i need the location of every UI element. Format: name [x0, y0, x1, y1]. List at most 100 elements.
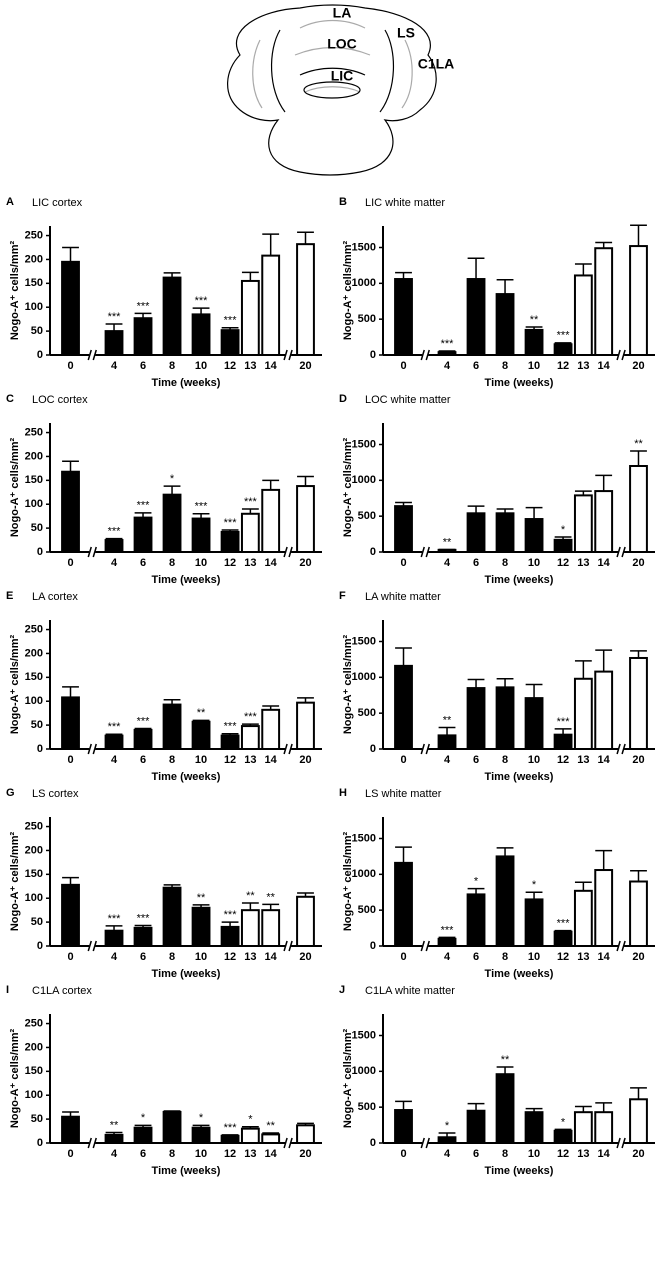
- panel-letter: J: [339, 984, 345, 996]
- axis-break: [618, 549, 625, 555]
- significance-label: ***: [441, 924, 455, 936]
- x-tick-label: 12: [557, 951, 569, 963]
- bar: [594, 869, 614, 947]
- significance-label: ***: [195, 295, 209, 307]
- panel-title: LS white matter: [365, 788, 442, 800]
- significance-label: ***: [137, 300, 151, 312]
- y-axis-label: Nogo-A⁺ cells/mm²: [342, 635, 354, 735]
- x-tick-label: 10: [528, 951, 540, 963]
- x-tick-label: 8: [502, 1148, 508, 1160]
- axis-break: [621, 546, 626, 558]
- bar: [261, 909, 281, 948]
- axis-break: [283, 940, 288, 952]
- y-axis-label: Nogo-A⁺ cells/mm²: [9, 635, 21, 735]
- axis-break: [616, 546, 621, 558]
- significance-label: ***: [224, 1122, 238, 1134]
- y-tick-label: 250: [25, 820, 43, 832]
- bar: [553, 733, 573, 751]
- axis-break: [616, 349, 621, 361]
- axis-break: [616, 1137, 621, 1149]
- panel-title: C1LA white matter: [365, 985, 455, 997]
- y-axis-label: Nogo-A⁺ cells/mm²: [342, 438, 354, 538]
- bar: [104, 539, 124, 553]
- bar: [394, 861, 413, 947]
- bar: [162, 493, 182, 553]
- fold: [299, 67, 366, 76]
- x-tick-label: 0: [400, 754, 406, 766]
- bar: [524, 1111, 544, 1145]
- brain-outline: [227, 4, 437, 176]
- x-tick-label: 8: [169, 557, 175, 569]
- bar: [133, 516, 153, 553]
- y-tick-label: 500: [358, 707, 376, 719]
- x-tick-label: 4: [111, 754, 118, 766]
- bar: [629, 656, 648, 751]
- x-tick-label: 20: [632, 754, 644, 766]
- bar: [553, 343, 573, 356]
- significance-label: ***: [244, 496, 258, 508]
- bar: [495, 1073, 515, 1144]
- axis-break: [422, 549, 429, 555]
- axis-break: [89, 352, 96, 358]
- x-tick-label: 14: [265, 1148, 278, 1160]
- y-tick-label: 100: [25, 695, 43, 707]
- x-tick-label: 12: [224, 557, 236, 569]
- x-tick-label: 20: [632, 951, 644, 963]
- y-tick-label: 200: [25, 253, 43, 265]
- y-tick-label: 200: [25, 647, 43, 659]
- x-tick-label: 12: [224, 1148, 236, 1160]
- axis-break: [285, 352, 292, 358]
- y-tick-label: 100: [25, 498, 43, 510]
- x-tick-label: 6: [140, 557, 146, 569]
- bar: [296, 243, 315, 356]
- x-axis-label: Time (weeks): [485, 771, 554, 783]
- axis-break: [618, 1140, 625, 1146]
- x-tick-label: 12: [557, 557, 569, 569]
- bar: [573, 677, 593, 750]
- axis-break: [422, 352, 429, 358]
- significance-label: ***: [224, 315, 238, 327]
- bar: [104, 734, 124, 750]
- bar: [240, 725, 260, 750]
- x-tick-label: 4: [111, 557, 118, 569]
- y-axis-label: Nogo-A⁺ cells/mm²: [9, 832, 21, 932]
- x-tick-label: 0: [400, 1148, 406, 1160]
- bar: [466, 278, 486, 356]
- bar: [495, 512, 515, 553]
- significance-label: *: [561, 1116, 566, 1128]
- x-tick-label: 20: [299, 754, 311, 766]
- bar: [629, 245, 648, 356]
- y-tick-label: 1500: [352, 635, 376, 647]
- significance-label: ***: [244, 711, 258, 723]
- region-label: LS: [397, 25, 415, 41]
- axis-break: [288, 743, 293, 755]
- y-tick-label: 50: [31, 522, 43, 534]
- y-tick-label: 50: [31, 916, 43, 928]
- significance-label: **: [266, 891, 275, 903]
- y-tick-label: 150: [25, 277, 43, 289]
- axis-break: [92, 546, 97, 558]
- x-tick-label: 14: [265, 951, 278, 963]
- x-tick-label: 12: [224, 951, 236, 963]
- significance-label: *: [445, 1120, 450, 1132]
- x-tick-label: 8: [502, 557, 508, 569]
- bar: [191, 313, 211, 356]
- bar: [524, 697, 544, 750]
- x-tick-label: 8: [169, 360, 175, 372]
- bar: [629, 1098, 648, 1144]
- y-tick-label: 200: [25, 450, 43, 462]
- x-tick-label: 10: [195, 1148, 207, 1160]
- x-tick-label: 13: [577, 1148, 589, 1160]
- bar: [629, 465, 648, 553]
- significance-label: ***: [224, 517, 238, 529]
- x-tick-label: 4: [111, 360, 118, 372]
- axis-break: [87, 940, 92, 952]
- axis-break: [87, 546, 92, 558]
- y-tick-label: 150: [25, 474, 43, 486]
- fold: [271, 29, 286, 113]
- axis-break: [288, 349, 293, 361]
- axis-break: [422, 1140, 429, 1146]
- brain-diagram: [227, 4, 437, 176]
- x-tick-label: 13: [244, 557, 256, 569]
- x-tick-label: 6: [473, 754, 479, 766]
